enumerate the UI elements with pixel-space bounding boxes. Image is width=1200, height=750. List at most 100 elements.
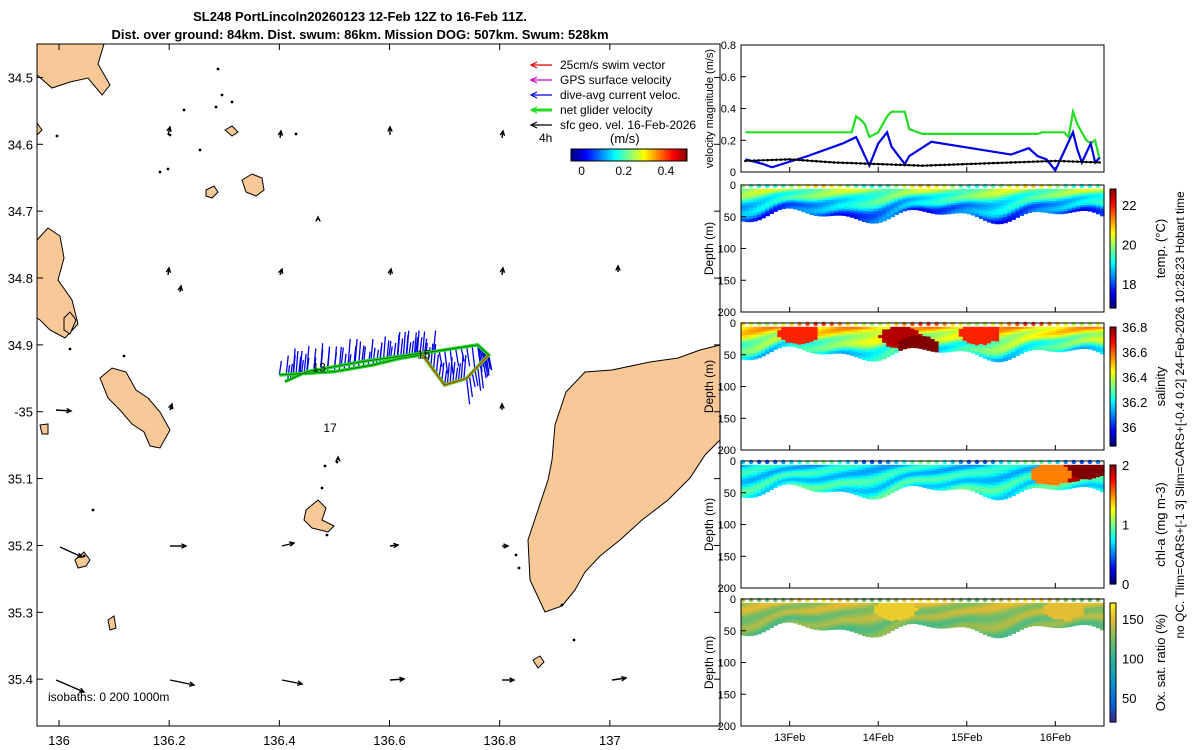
section-cell [1091, 468, 1097, 472]
section-cell [934, 333, 940, 336]
section-colorbar-cell [1110, 386, 1116, 390]
section-cell [890, 204, 895, 208]
section-cell [1027, 200, 1032, 204]
section-cell [825, 484, 831, 488]
section-cell [1063, 207, 1069, 210]
section-cell [950, 614, 956, 618]
section-cell [845, 340, 851, 344]
section-cell [1019, 475, 1024, 479]
section-cell [983, 337, 988, 341]
section-cell [874, 619, 879, 624]
section-cell [862, 602, 867, 607]
section-cell [910, 481, 916, 485]
section-cell [845, 473, 851, 477]
section-cell [853, 203, 859, 207]
section-cell [857, 483, 863, 487]
section-cell [1003, 335, 1008, 339]
section-cell [882, 326, 887, 331]
section-cell [882, 483, 887, 487]
colorbar-cell [571, 149, 573, 161]
section-cell [1059, 473, 1065, 476]
section-cell [773, 617, 778, 621]
section-cell [898, 344, 903, 347]
surface-sample-dot [853, 183, 859, 189]
section-cell [797, 190, 803, 193]
section-cell [866, 616, 871, 621]
section-cell [862, 353, 867, 358]
section-cell [991, 188, 996, 193]
section-cell [1019, 340, 1024, 343]
section-cell [906, 616, 911, 620]
section-cell [934, 203, 940, 207]
surface-sample-dot [1023, 459, 1028, 465]
section-cell [849, 486, 855, 490]
section-cell [934, 615, 940, 618]
section-cell [983, 207, 988, 211]
section-cell [862, 491, 867, 496]
land-mass [63, 311, 77, 335]
section-cell [922, 617, 928, 621]
section-cell [946, 205, 952, 209]
section-cell [910, 192, 916, 195]
section-cell [862, 218, 867, 223]
section-cell [942, 483, 948, 487]
section-cell [922, 615, 928, 619]
section-cell [749, 492, 754, 496]
section-cell [777, 326, 782, 330]
section-cell [882, 353, 887, 357]
section-cell [1083, 334, 1089, 337]
section-cell [983, 217, 988, 221]
colorbar-cell [626, 149, 628, 161]
section-cell [1011, 342, 1016, 346]
geo-velocity-arrowhead [621, 675, 628, 682]
section-cell [934, 190, 940, 194]
section-cell [1015, 210, 1020, 214]
section-cell [773, 343, 778, 347]
section-cell [1015, 469, 1020, 473]
velocity-geo-point [899, 163, 902, 167]
section-cell [1083, 466, 1089, 470]
section-cell [857, 467, 863, 471]
section-cell [797, 606, 803, 609]
section-cell [849, 602, 855, 606]
section-cell [874, 329, 879, 334]
section-cell [918, 475, 924, 478]
section-cell [954, 616, 960, 620]
section-cell [765, 337, 770, 341]
section-cell [817, 487, 823, 491]
section-colorbar-tick-label: 2 [1122, 458, 1129, 473]
section-cell [890, 469, 895, 473]
geo-velocity-arrow [389, 678, 405, 681]
section-cell [958, 340, 964, 344]
section-cell [987, 194, 992, 198]
section-cell [777, 337, 782, 340]
velocity-ytick-label: 0.4 [721, 104, 736, 116]
section-cell [849, 214, 855, 218]
section-cell [801, 474, 807, 477]
section-cell [853, 464, 859, 468]
section-cell [817, 211, 823, 215]
section-cell [1011, 469, 1016, 474]
section-cell [1047, 336, 1053, 340]
section-cell [894, 477, 899, 481]
section-cell [938, 333, 944, 336]
section-cell [946, 621, 952, 625]
section-cell [882, 207, 887, 211]
colorbar-cell [606, 149, 608, 161]
section-cell [753, 613, 758, 617]
section-cell [769, 475, 774, 478]
surface-sample-dot [982, 321, 988, 327]
section-cell [942, 604, 948, 608]
section-cell [741, 616, 746, 620]
section-cell [789, 206, 795, 209]
section-cell [922, 188, 928, 192]
section-cell [918, 332, 924, 335]
section-cell [866, 191, 871, 196]
section-cell [813, 195, 819, 199]
section-cell [930, 328, 936, 332]
section-cell [954, 328, 960, 332]
section-cell [894, 619, 899, 623]
section-cell [1079, 341, 1085, 344]
section-cell [1071, 483, 1077, 487]
section-cell [1075, 339, 1081, 343]
